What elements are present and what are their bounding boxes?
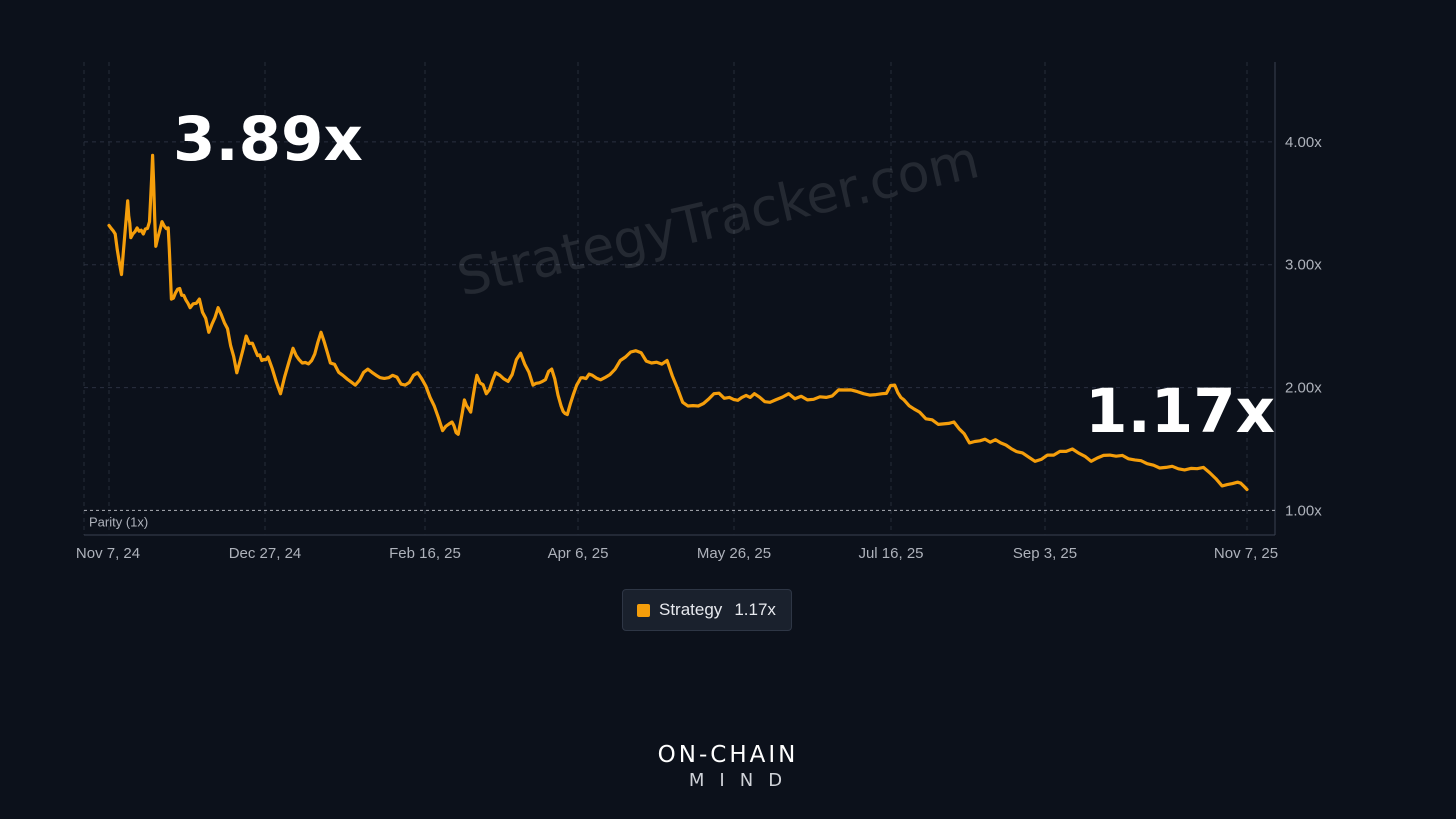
parity-line-group: Parity (1x) [84,509,1275,529]
y-tick-label: 3.00x [1285,257,1322,274]
legend[interactable]: Strategy 1.17x [622,589,792,631]
axes: 1.00x 2.00x 3.00x 4.00x Nov 7, 24 Dec 27, 24 F… [76,134,1322,562]
parity-label: Parity (1x) [89,514,148,529]
x-tick-label: Feb 16, 25 [389,545,461,562]
legend-series-value: 1.17x [734,600,776,619]
legend-swatch [637,603,650,617]
x-tick-label: Jul 16, 25 [858,545,923,562]
legend-series-name: Strategy [659,600,723,619]
brand-logo-line1: ON-CHAIN [657,742,799,768]
x-tick-label: Nov 7, 24 [76,545,140,562]
x-tick-label: Apr 6, 25 [548,545,609,562]
end-value-label: 1.17x [1085,376,1275,447]
strategy-series-line [107,153,1249,492]
y-tick-label: 1.00x [1285,502,1322,519]
x-tick-label: Sep 3, 25 [1013,545,1077,562]
x-tick-label: May 26, 25 [697,545,771,562]
start-value-label: 3.89x [173,104,363,175]
x-tick-label: Dec 27, 24 [229,545,302,562]
watermark: StrategyTracker.com [452,130,985,308]
x-tick-label: Nov 7, 25 [1214,545,1278,562]
y-tick-label: 4.00x [1285,134,1322,151]
y-tick-label: 2.00x [1285,380,1322,397]
brand-logo-line2: MIND [688,770,798,791]
